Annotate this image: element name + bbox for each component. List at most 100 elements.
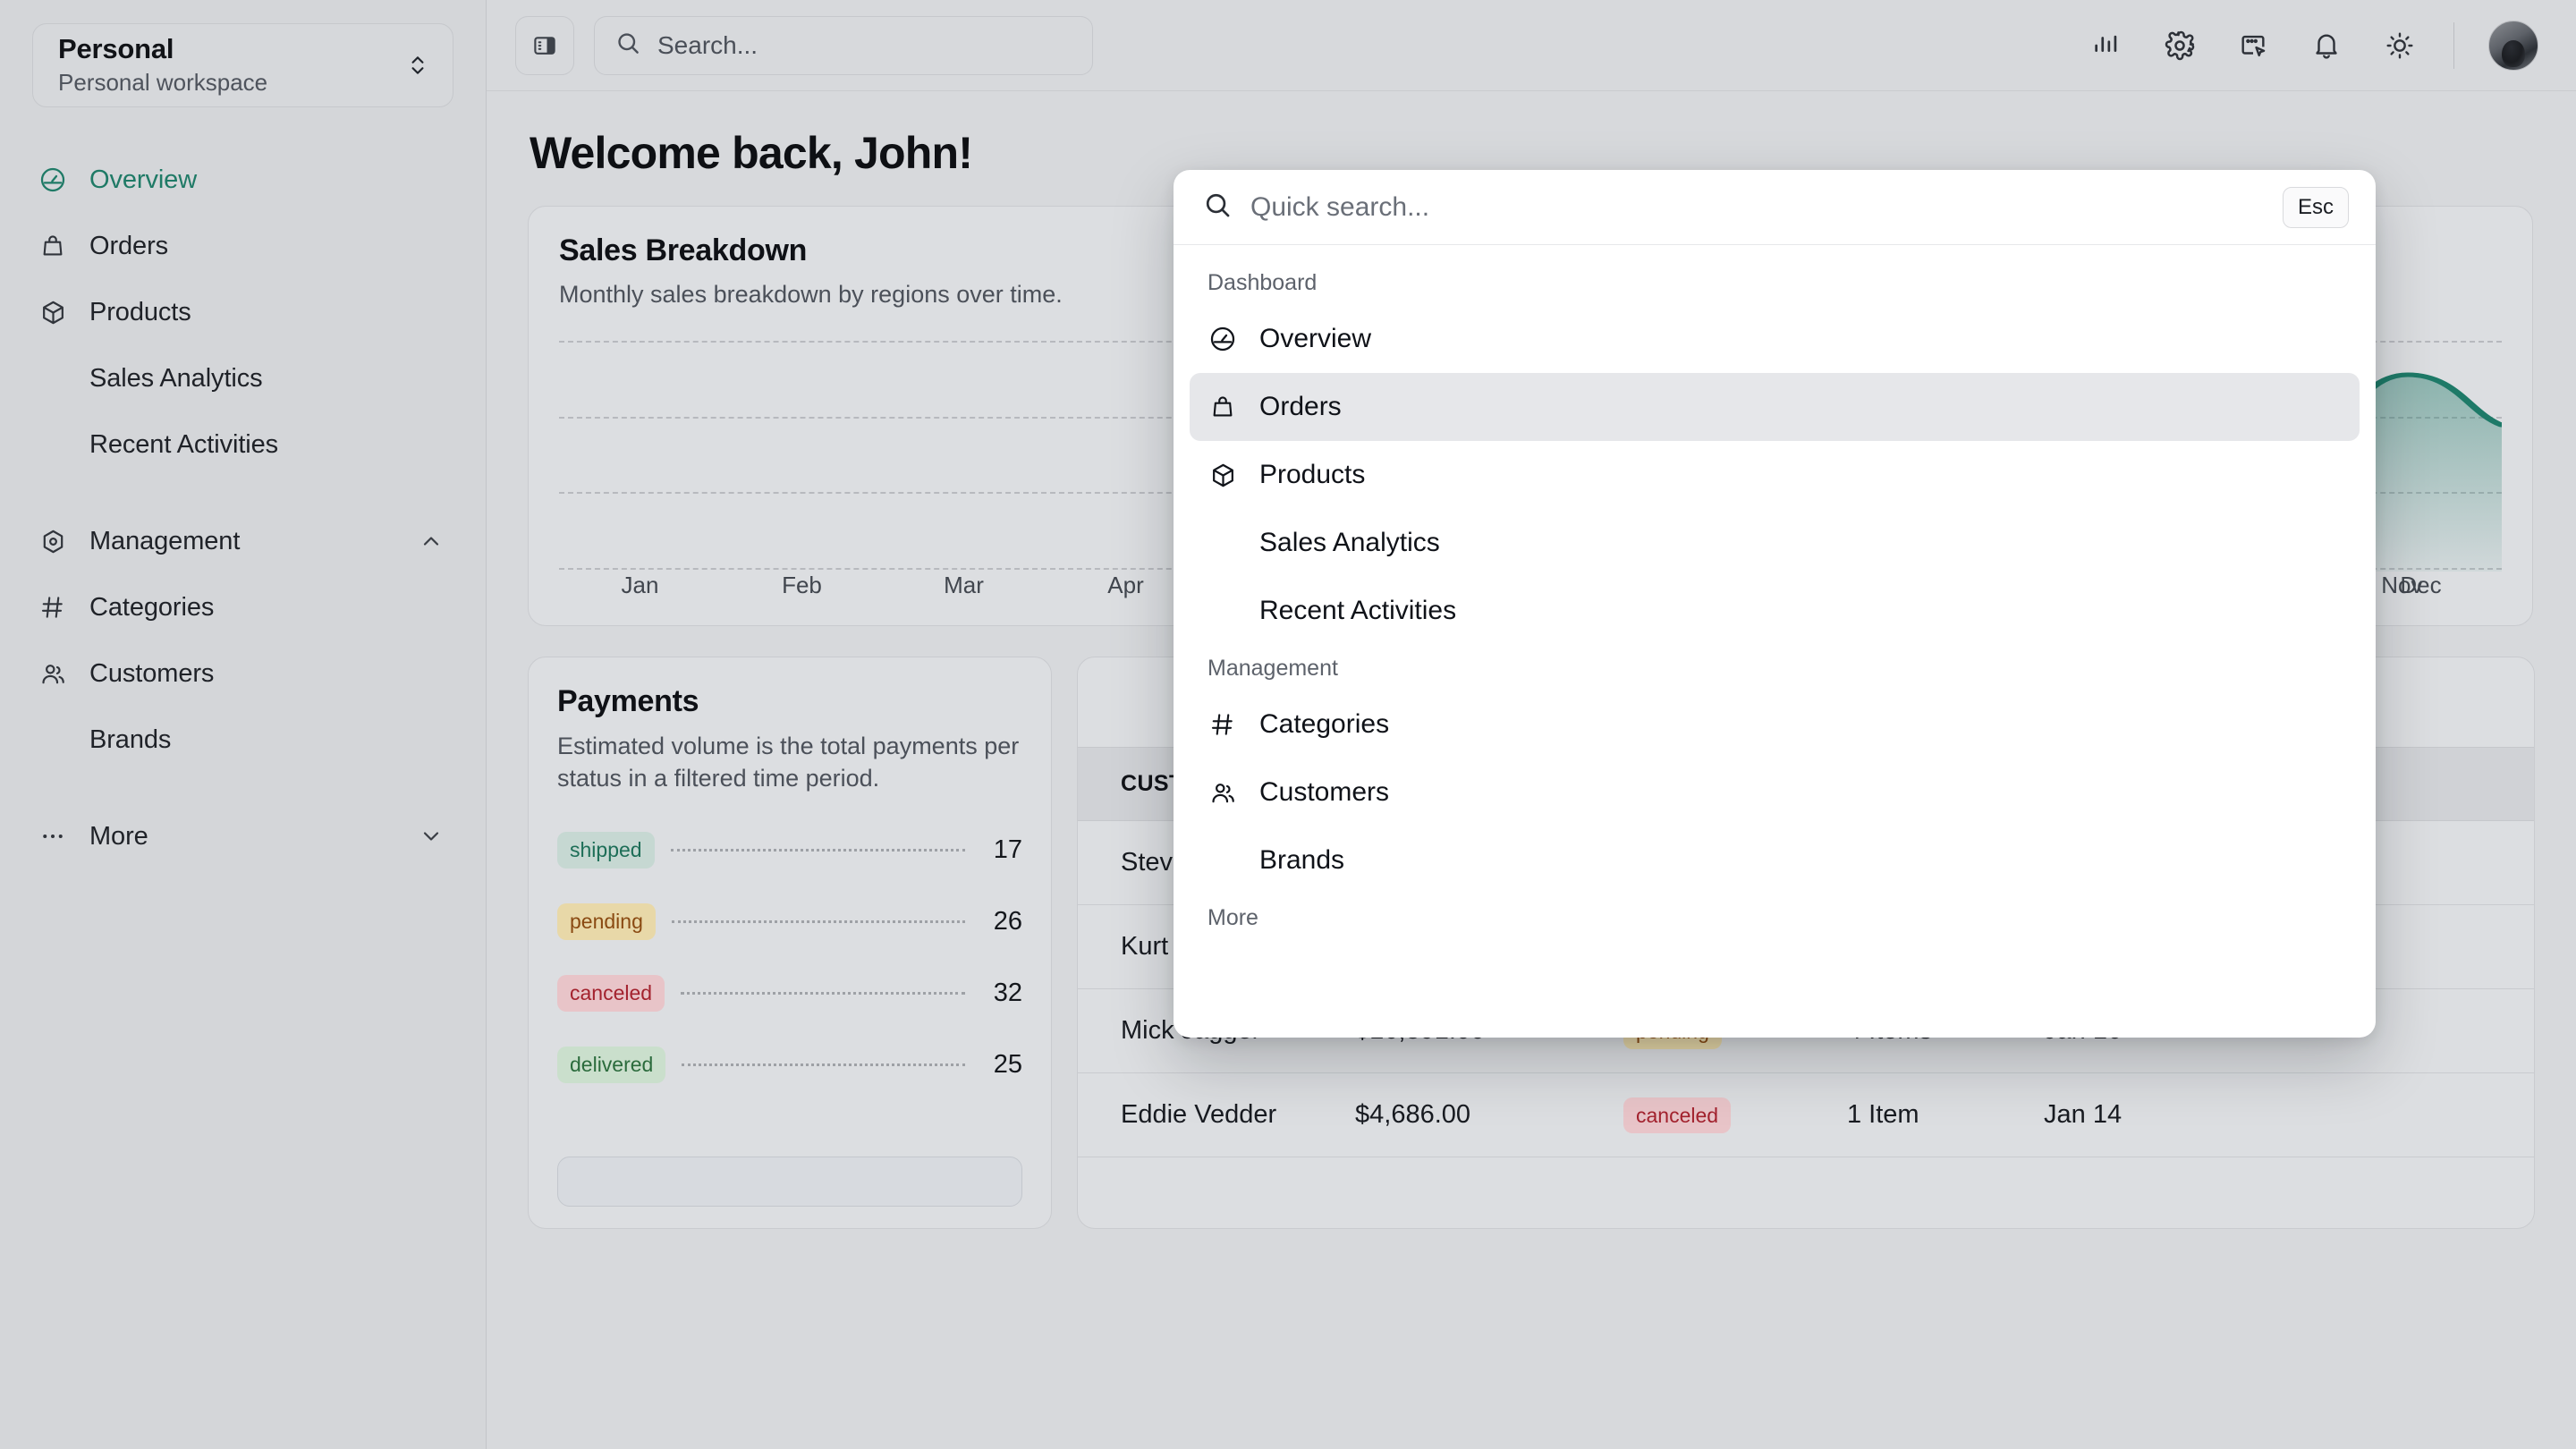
payment-count: 26 <box>993 907 1022 936</box>
search-result-overview[interactable]: Overview <box>1190 305 2360 373</box>
search-result-sales-analytics[interactable]: Sales Analytics <box>1190 509 2360 577</box>
search-result-brands[interactable]: Brands <box>1190 826 2360 894</box>
search-result-recent-activities[interactable]: Recent Activities <box>1190 577 2360 645</box>
sidebar-item-label: Overview <box>89 165 198 194</box>
card-subtitle: Estimated volume is the total payments p… <box>557 733 1020 792</box>
bag-icon <box>1208 392 1238 422</box>
users-icon <box>1208 777 1238 808</box>
search-placeholder: Search... <box>657 30 758 59</box>
pointer-window-icon[interactable] <box>2233 26 2273 65</box>
status-badge: pending <box>557 903 656 941</box>
sidebar-item-orders[interactable]: Orders <box>32 213 453 279</box>
result-group-label: More <box>1208 905 1258 930</box>
x-axis-tick: Feb <box>782 572 822 598</box>
search-result-orders[interactable]: Orders <box>1190 373 2360 441</box>
cell-customer: Eddie Vedder <box>1078 1072 1355 1157</box>
hexagon-target-icon <box>38 526 68 556</box>
payments-card: Payments Estimated volume is the total p… <box>528 657 1052 1229</box>
quick-search-modal: Quick search... Esc Dashboard Overview Ord… <box>1174 170 2376 1038</box>
bell-icon[interactable] <box>2307 26 2346 65</box>
search-input[interactable]: Search... <box>594 15 1093 75</box>
payments-footer-bar[interactable] <box>557 1157 1022 1207</box>
quick-search-results: Dashboard Overview Orders Products Sales Ana… <box>1174 245 2376 940</box>
nav-spacer <box>32 773 453 803</box>
workspace-switcher[interactable]: Personal Personal workspace <box>32 23 453 107</box>
dotted-leader <box>670 849 965 852</box>
sidebar-item-brands[interactable]: Brands <box>32 707 453 773</box>
payment-count: 17 <box>993 835 1022 865</box>
workspace-name: Personal <box>58 33 174 65</box>
status-badge: delivered <box>557 1046 666 1084</box>
analytics-icon[interactable] <box>2087 26 2126 65</box>
result-group-label: Dashboard <box>1208 270 1318 295</box>
page-title: Welcome back, John! <box>530 128 973 178</box>
search-result-products[interactable]: Products <box>1190 441 2360 509</box>
esc-button[interactable]: Esc <box>2282 186 2349 228</box>
search-icon <box>1202 190 1233 225</box>
payments-status-list: shipped 17 pending 26 canceled 32 delivered 25 <box>557 831 1022 1085</box>
sidebar-item-sales-analytics[interactable]: Sales Analytics <box>32 345 453 411</box>
divider <box>2453 21 2454 69</box>
nav-spacer <box>32 478 453 508</box>
sidebar-item-more[interactable]: More <box>32 803 453 869</box>
sidebar-item-customers[interactable]: Customers <box>32 640 453 707</box>
ellipsis-icon <box>38 821 68 852</box>
gear-icon[interactable] <box>2160 26 2199 65</box>
x-axis-tick: Apr <box>1107 572 1144 598</box>
sidebar-item-label: Sales Analytics <box>89 363 263 393</box>
users-icon <box>38 658 68 689</box>
sidebar-item-label: Products <box>89 297 191 326</box>
gauge-icon <box>38 165 68 195</box>
search-result-categories[interactable]: Categories <box>1190 691 2360 758</box>
sidebar-item-recent-activities[interactable]: Recent Activities <box>32 411 453 478</box>
topbar-actions <box>2087 20 2538 71</box>
cell-items: 1 Item <box>1847 1072 2044 1157</box>
status-badge: canceled <box>1623 1097 1732 1133</box>
payment-count: 32 <box>993 979 1022 1008</box>
sidebar-item-categories[interactable]: Categories <box>32 574 453 640</box>
main-area: Search... <box>487 0 2576 1449</box>
sidebar-item-label: Categories <box>89 592 215 622</box>
x-axis-tick: Mar <box>944 572 984 598</box>
table-row[interactable]: Eddie Vedder $4,686.00 canceled 1 Item Jan 1… <box>1078 1072 2534 1157</box>
sun-icon[interactable] <box>2380 26 2419 65</box>
gauge-icon <box>1208 324 1238 354</box>
search-result-label: Brands <box>1259 845 1345 875</box>
chevron-up-down-icon <box>406 47 429 83</box>
chevron-down-icon[interactable] <box>418 823 445 850</box>
avatar[interactable] <box>2488 20 2538 71</box>
sidebar-nav: Overview Orders Products Sales Analytics… <box>32 147 453 869</box>
status-badge: canceled <box>557 975 665 1013</box>
sidebar-item-label: Brands <box>89 724 172 754</box>
result-group-label: Management <box>1208 656 1338 681</box>
hash-icon <box>1208 709 1238 740</box>
payment-status-row: pending 26 <box>557 902 1022 942</box>
sidebar-item-overview[interactable]: Overview <box>32 147 453 213</box>
package-icon <box>38 297 68 327</box>
sidebar-item-management[interactable]: Management <box>32 508 453 574</box>
cell-amount: $4,686.00 <box>1355 1072 1623 1157</box>
chevron-up-icon[interactable] <box>418 528 445 555</box>
dotted-leader <box>681 992 965 996</box>
bag-icon <box>38 231 68 261</box>
sidebar-item-label: Management <box>89 526 241 555</box>
sidebar-item-products[interactable]: Products <box>32 279 453 345</box>
quick-search-placeholder: Quick search... <box>1250 191 1430 222</box>
sidebar-item-label: Orders <box>89 231 169 260</box>
search-result-customers[interactable]: Customers <box>1190 758 2360 826</box>
workspace-text: Personal Personal workspace <box>58 33 397 97</box>
hash-icon <box>38 592 68 623</box>
search-result-label: Orders <box>1259 392 1342 421</box>
panel-left-icon[interactable] <box>515 15 574 75</box>
topbar: Search... <box>487 0 2576 91</box>
payment-status-row: delivered 25 <box>557 1046 1022 1085</box>
sidebar-item-label: Customers <box>89 658 215 688</box>
dotted-leader <box>671 920 965 924</box>
card-title: Sales Breakdown <box>559 233 808 267</box>
payment-status-row: canceled 32 <box>557 974 1022 1013</box>
cell-status: canceled <box>1623 1072 1847 1157</box>
dotted-leader <box>682 1063 965 1067</box>
quick-search-input[interactable]: Quick search... Esc <box>1174 170 2376 245</box>
payment-count: 25 <box>993 1050 1022 1080</box>
